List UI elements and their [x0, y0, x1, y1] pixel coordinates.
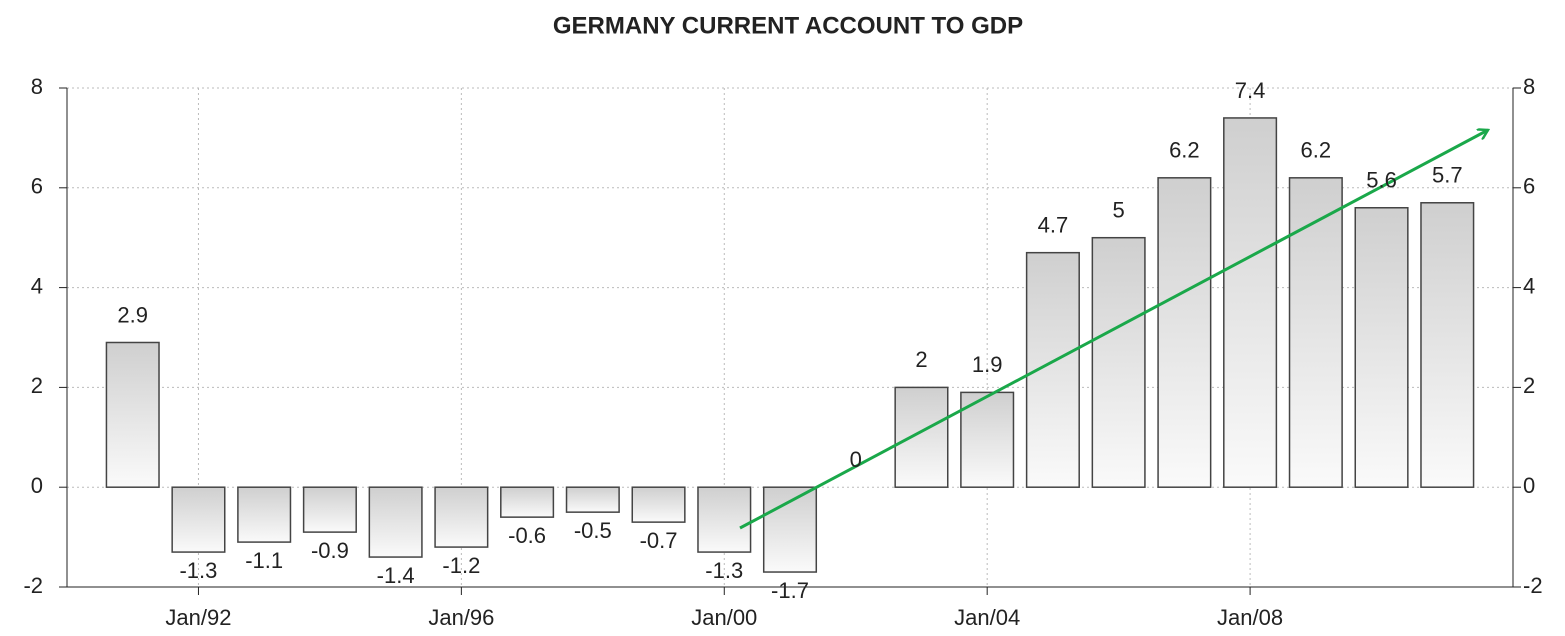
bar	[237, 486, 292, 543]
data-label: -1.4	[377, 563, 415, 588]
data-label: -1.3	[179, 558, 217, 583]
y2-tick-label: 8	[1523, 74, 1535, 99]
bar	[171, 486, 226, 553]
data-label: 2	[915, 347, 927, 372]
data-label: 5.7	[1432, 163, 1463, 188]
data-label: 5	[1113, 198, 1125, 223]
data-label: 5.6	[1366, 168, 1397, 193]
data-label: -0.5	[574, 518, 612, 543]
bar	[697, 486, 752, 553]
bar	[1157, 177, 1212, 488]
x-tick-label: Jan/00	[691, 605, 757, 630]
data-label: 6.2	[1169, 138, 1200, 163]
data-label: -0.9	[311, 538, 349, 563]
data-label: 0	[850, 447, 862, 472]
bar	[1288, 177, 1343, 488]
data-label: -1.3	[705, 558, 743, 583]
bar	[500, 486, 555, 518]
y-tick-label: 8	[31, 74, 43, 99]
y2-tick-label: -2	[1523, 573, 1543, 598]
bar	[1354, 207, 1409, 488]
bar	[565, 486, 620, 513]
data-label: -1.1	[245, 548, 283, 573]
bar	[631, 486, 686, 523]
y2-tick-label: 4	[1523, 273, 1535, 298]
bar	[960, 391, 1015, 488]
x-tick-label: Jan/92	[165, 605, 231, 630]
y2-tick-label: 0	[1523, 473, 1535, 498]
bar	[1223, 117, 1278, 488]
data-label: -1.7	[771, 578, 809, 603]
x-tick-label: Jan/96	[428, 605, 494, 630]
bar	[434, 486, 489, 548]
data-label: -1.2	[442, 553, 480, 578]
bar	[105, 341, 160, 488]
y-tick-label: 4	[31, 273, 43, 298]
y-tick-label: -2	[23, 573, 43, 598]
chart-title: GERMANY CURRENT ACCOUNT TO GDP	[553, 12, 1023, 39]
bar	[1420, 202, 1475, 488]
y-tick-label: 2	[31, 373, 43, 398]
data-label: 1.9	[972, 352, 1003, 377]
bar	[302, 486, 357, 533]
y2-tick-label: 6	[1523, 174, 1535, 199]
y-tick-label: 0	[31, 473, 43, 498]
x-tick-label: Jan/08	[1217, 605, 1283, 630]
data-label: -0.6	[508, 523, 546, 548]
bar	[368, 486, 423, 558]
bar	[1091, 236, 1146, 488]
data-label: 4.7	[1038, 212, 1069, 237]
data-label: 6.2	[1301, 138, 1332, 163]
data-label: -0.7	[640, 528, 678, 553]
bar	[894, 386, 949, 488]
y2-tick-label: 2	[1523, 373, 1535, 398]
data-label: 7.4	[1235, 78, 1266, 103]
trend-arrow	[739, 130, 1488, 530]
data-label: 2.9	[117, 302, 148, 327]
y-tick-label: 6	[31, 174, 43, 199]
x-tick-label: Jan/04	[954, 605, 1020, 630]
